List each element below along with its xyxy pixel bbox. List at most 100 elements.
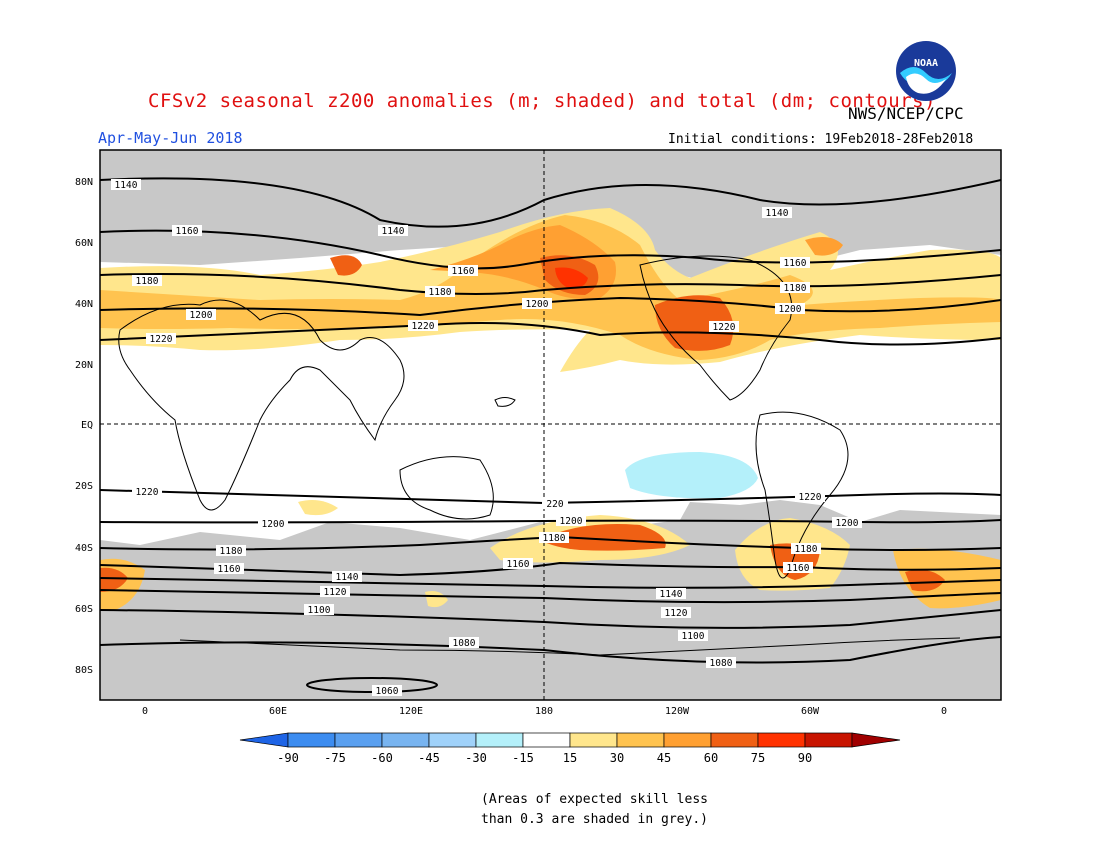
- lon-label: 60E: [269, 706, 287, 717]
- svg-text:1220: 1220: [136, 487, 159, 498]
- contour-nh-1220: [100, 321, 1001, 346]
- svg-text:1200: 1200: [526, 299, 549, 310]
- contour-label: 1200: [258, 518, 288, 530]
- longitude-axis: 0 60E 120E 180 120W 60W 0: [142, 706, 947, 717]
- lat-label: 60N: [75, 238, 93, 249]
- contour-label: 1220: [146, 333, 176, 345]
- svg-text:1220: 1220: [412, 321, 435, 332]
- logo-gull: [906, 73, 946, 94]
- contour-label: 1180: [791, 543, 821, 555]
- contour-label: 1200: [186, 309, 216, 321]
- contour-nh-1200: [100, 296, 1001, 317]
- colorbar-swatch: [475, 732, 524, 748]
- contour-label: 1160: [503, 558, 533, 570]
- lon-label: 120E: [399, 706, 423, 717]
- svg-text:1180: 1180: [220, 546, 243, 557]
- contour-nh-1180: [100, 273, 1001, 295]
- svg-text:1060: 1060: [376, 686, 399, 697]
- coast-australia: [399, 456, 494, 520]
- contour-label: 1100: [678, 630, 708, 642]
- svg-text:1100: 1100: [682, 631, 705, 642]
- contour-label: 1220: [408, 320, 438, 332]
- contour-label: 1140: [332, 571, 362, 583]
- colorbar-swatch: [804, 732, 853, 748]
- colorbar-tick-label: -75: [324, 751, 346, 765]
- skill-note-line-2: than 0.3 are shaded in grey.): [481, 812, 708, 827]
- contour-nh-1140: [100, 177, 1001, 228]
- colorbar-arrow-high: [851, 732, 901, 748]
- contour-label: 1080: [706, 657, 736, 669]
- colorbar-tick-label: 60: [704, 751, 718, 765]
- svg-text:1140: 1140: [336, 572, 359, 583]
- anomaly-60-75-nh-america: [655, 295, 734, 351]
- contour-sh-1140: [100, 577, 1001, 589]
- contour-sh-1120: [100, 589, 1001, 604]
- anomaly-60-75-sh-pacific: [540, 524, 666, 551]
- contour-label: 1160: [172, 225, 202, 237]
- lat-label: 40N: [75, 299, 93, 310]
- latitude-axis: 80N 60N 40N 20N EQ 20S 40S 60S 80S: [75, 177, 93, 676]
- logo-text: NOAA: [914, 58, 938, 69]
- contour-label: 1200: [775, 303, 805, 315]
- anomaly-60-75-sh-west: [100, 567, 128, 592]
- svg-text:1140: 1140: [660, 589, 683, 600]
- colorbar-tick-label: 45: [657, 751, 671, 765]
- svg-text:1080: 1080: [453, 638, 476, 649]
- producer-label: NWS/NCEP/CPC: [848, 104, 964, 123]
- contour-sh-1100: [100, 609, 1001, 629]
- noaa-logo: NOAA: [896, 41, 956, 101]
- contour-label: 1080: [449, 637, 479, 649]
- svg-text:1120: 1120: [324, 587, 347, 598]
- colorbar-swatch: [381, 732, 430, 748]
- svg-text:1200: 1200: [262, 519, 285, 530]
- coast-africa-eurasia: [118, 299, 405, 511]
- contour-label: 1200: [556, 515, 586, 527]
- lon-label: 180: [535, 706, 553, 717]
- svg-text:1120: 1120: [665, 608, 688, 619]
- anomaly-45-60-nh-atlantic: [805, 236, 843, 256]
- lon-label: 120W: [665, 706, 690, 717]
- contour-label: 1160: [214, 563, 244, 575]
- contour-sh-1080: [100, 636, 1001, 664]
- lat-label: 60S: [75, 604, 93, 615]
- svg-text:1200: 1200: [836, 518, 859, 529]
- svg-text:1080: 1080: [710, 658, 733, 669]
- contour-label: 1200: [522, 298, 552, 310]
- svg-text:1180: 1180: [795, 544, 818, 555]
- contour-label: 1180: [216, 545, 246, 557]
- colorbar-tick-label: -30: [465, 751, 487, 765]
- svg-text:1200: 1200: [560, 516, 583, 527]
- colorbar-swatch: [428, 732, 477, 748]
- coast-hawaii: [494, 397, 516, 407]
- contour-label: 1200: [832, 517, 862, 529]
- contour-label: 1220: [709, 321, 739, 333]
- colorbar-arrow-low: [239, 732, 289, 748]
- lat-label: 20N: [75, 360, 93, 371]
- svg-text:220: 220: [546, 499, 563, 510]
- colorbar-swatch: [757, 732, 806, 748]
- anomaly-60-75-sh-east: [905, 569, 945, 592]
- map-title: CFSv2 seasonal z200 anomalies (m; shaded…: [148, 90, 936, 112]
- svg-text:1140: 1140: [766, 208, 789, 219]
- contour-label: 1060: [372, 685, 402, 697]
- negative-anomaly-pacific: [625, 452, 758, 499]
- map-frame: [99, 149, 1002, 701]
- svg-text:1160: 1160: [452, 266, 475, 277]
- map-field: 1140 1140 1140 1160 1160 1160 1180 1180 …: [100, 150, 1001, 700]
- lat-label: EQ: [81, 420, 93, 431]
- contour-sh-1220: [100, 489, 1001, 505]
- svg-text:1180: 1180: [429, 287, 452, 298]
- coast-north-america: [639, 255, 793, 401]
- contour-label: 1180: [132, 275, 162, 287]
- contour-label: 1220: [132, 486, 162, 498]
- svg-text:1220: 1220: [713, 322, 736, 333]
- svg-text:1200: 1200: [779, 304, 802, 315]
- colorbar-swatch: [334, 732, 383, 748]
- svg-text:1180: 1180: [543, 533, 566, 544]
- colorbar-tick-label: -90: [277, 751, 299, 765]
- contour-label: 1140: [378, 225, 408, 237]
- colorbar: -90 -75 -60 -45 -30 -15 15 30 45 60 75 90: [239, 732, 901, 765]
- svg-text:1160: 1160: [218, 564, 241, 575]
- colorbar-swatch: [710, 732, 759, 748]
